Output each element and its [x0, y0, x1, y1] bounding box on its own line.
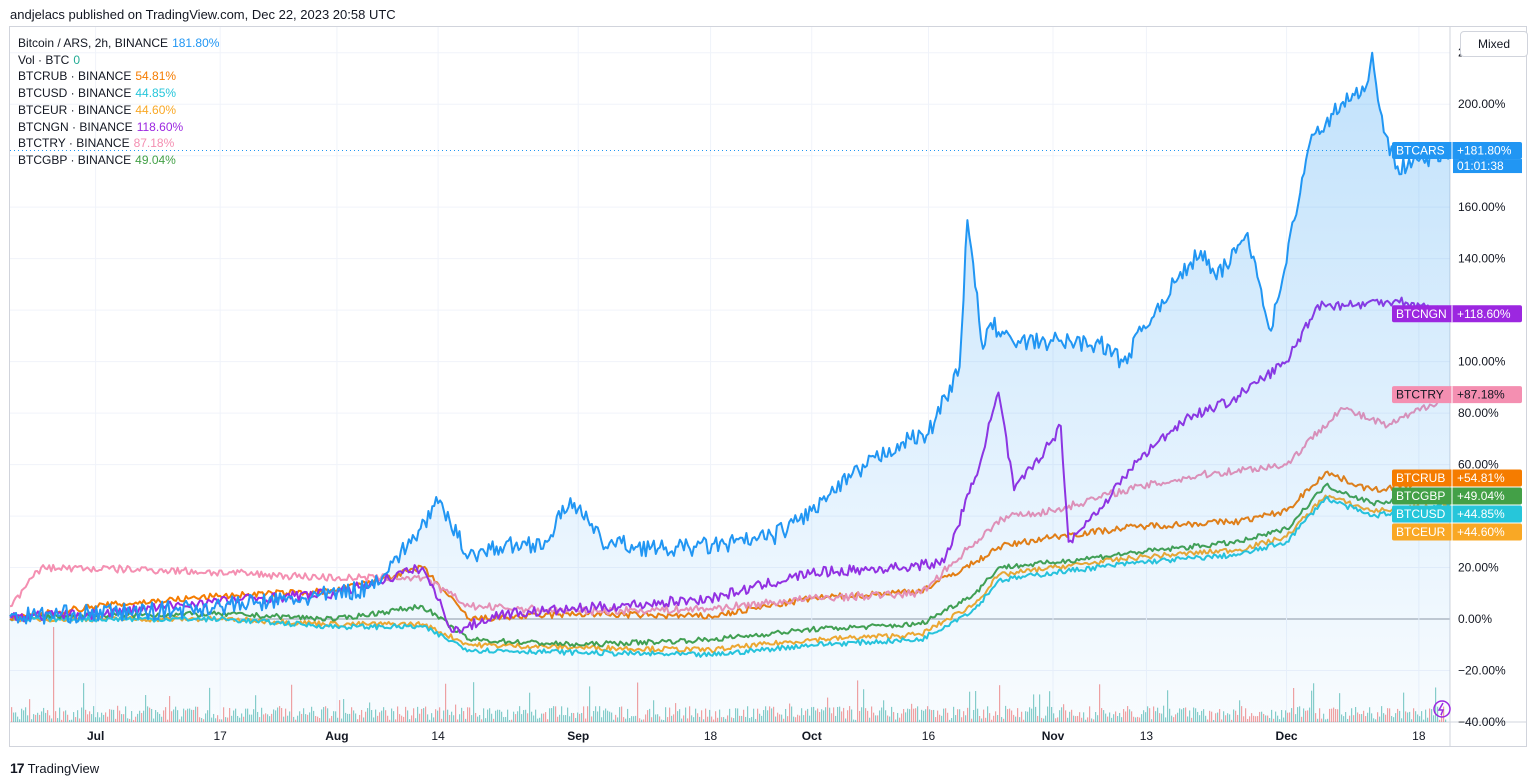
countdown-tag: 01:01:38: [1457, 159, 1504, 173]
legend-value: 54.81%: [135, 69, 177, 84]
chart-frame[interactable]: [9, 26, 1527, 747]
legend-symbol: BTCUSD · BINANCE: [18, 86, 132, 101]
series-value-tag: +118.60%: [1457, 307, 1511, 321]
legend-value: 181.80%: [172, 36, 220, 50]
tradingview-logo-icon: 17: [10, 760, 25, 776]
y-tick-label: −40.00%: [1458, 715, 1506, 729]
price-tag-btcgbp: [1392, 487, 1522, 505]
y-tick-label: 100.00%: [1458, 355, 1506, 369]
x-tick-label: 18: [1412, 729, 1426, 743]
series-name-tag: BTCTRY: [1396, 388, 1444, 402]
legend-value: 49.04%: [135, 152, 176, 167]
legend-symbol: Bitcoin / ARS, 2h, BINANCE: [18, 36, 169, 50]
publisher-header: andjelacs published on TradingView.com, …: [10, 7, 396, 22]
y-tick-label: 0.00%: [1458, 612, 1492, 626]
series-value-tag: +181.80%: [1457, 144, 1512, 158]
replay-icon[interactable]: [1433, 700, 1451, 718]
series-value-tag: +44.85%: [1457, 507, 1505, 521]
footer-brand[interactable]: 17 TradingView: [10, 760, 99, 776]
series-name-tag: BTCRUB: [1396, 471, 1445, 485]
legend-symbol: BTCTRY · BINANCE: [18, 136, 130, 151]
x-tick-label: Aug: [325, 729, 348, 743]
y-tick-label: 20.00%: [1458, 561, 1499, 575]
series-name-tag: BTCGBP: [1396, 489, 1445, 503]
series-value-tag: +87.18%: [1457, 388, 1505, 402]
legend-row[interactable]: BTCTRY · BINANCE 87.18%: [18, 135, 219, 152]
legend-row[interactable]: Vol · BTC 0: [18, 52, 219, 69]
y-tick-label: 80.00%: [1458, 406, 1499, 420]
series-name-tag: BTCEUR: [1396, 525, 1446, 539]
brand-name: TradingView: [27, 760, 100, 776]
legend-symbol: BTCNGN · BINANCE: [18, 119, 133, 134]
x-tick-label: Nov: [1042, 729, 1065, 743]
legend-symbol: BTCGBP · BINANCE: [18, 152, 132, 167]
x-tick-label: 18: [704, 729, 718, 743]
y-tick-label: 140.00%: [1458, 252, 1506, 266]
price-tag-btcrub: [1392, 469, 1522, 487]
x-tick-label: Jul: [87, 729, 104, 743]
legend-value: 0: [73, 52, 81, 67]
price-tag-btcngn: [1392, 305, 1522, 323]
y-tick-label: 200.00%: [1458, 97, 1506, 111]
legend: Bitcoin / ARS, 2h, BINANCE 181.80% Vol · B…: [18, 35, 219, 169]
y-tick-label: −20.00%: [1458, 664, 1506, 678]
legend-value: 118.60%: [136, 119, 184, 134]
series-name-tag: BTCARS: [1396, 144, 1445, 158]
legend-row[interactable]: BTCEUR · BINANCE 44.60%: [18, 102, 219, 119]
bolt-icon: [1437, 702, 1445, 716]
series-value-tag: +44.60%: [1457, 525, 1505, 539]
legend-value: 44.60%: [135, 102, 177, 117]
scale-mode-button[interactable]: Mixed: [1460, 31, 1528, 57]
legend-row[interactable]: Bitcoin / ARS, 2h, BINANCE 181.80%: [18, 35, 219, 52]
price-tag-btceur: [1392, 523, 1522, 541]
series-value-tag: +54.81%: [1457, 471, 1505, 485]
series-area-btcars: [10, 52, 1450, 722]
countdown-tag-bg: [1453, 159, 1522, 174]
price-tag-btcusd: [1392, 505, 1522, 523]
x-tick-label: 13: [1140, 729, 1154, 743]
y-tick-label: 160.00%: [1458, 200, 1506, 214]
series-value-tag: +49.04%: [1457, 489, 1505, 503]
x-tick-label: Sep: [567, 729, 589, 743]
x-tick-label: 17: [213, 729, 227, 743]
series-line-btcars: [9, 51, 1451, 625]
series-name-tag: BTCUSD: [1396, 507, 1446, 521]
legend-symbol: BTCRUB · BINANCE: [18, 69, 132, 84]
legend-value: 87.18%: [133, 136, 175, 151]
price-tag-btctry: [1392, 386, 1522, 404]
legend-row[interactable]: BTCRUB · BINANCE 54.81%: [18, 68, 219, 85]
legend-row[interactable]: BTCUSD · BINANCE 44.85%: [18, 85, 219, 102]
x-tick-label: 16: [922, 729, 936, 743]
x-tick-label: Dec: [1276, 729, 1298, 743]
legend-row[interactable]: BTCNGN · BINANCE 118.60%: [18, 119, 219, 136]
legend-value: 44.85%: [135, 86, 177, 101]
x-tick-label: 14: [431, 729, 445, 743]
y-tick-label: 60.00%: [1458, 458, 1499, 472]
legend-symbol: BTCEUR · BINANCE: [18, 102, 132, 117]
x-tick-label: Oct: [802, 729, 822, 743]
price-tag-btcars: [1392, 142, 1522, 160]
legend-row[interactable]: BTCGBP · BINANCE 49.04%: [18, 152, 219, 169]
legend-symbol: Vol · BTC: [18, 52, 70, 67]
series-name-tag: BTCNGN: [1396, 307, 1447, 321]
